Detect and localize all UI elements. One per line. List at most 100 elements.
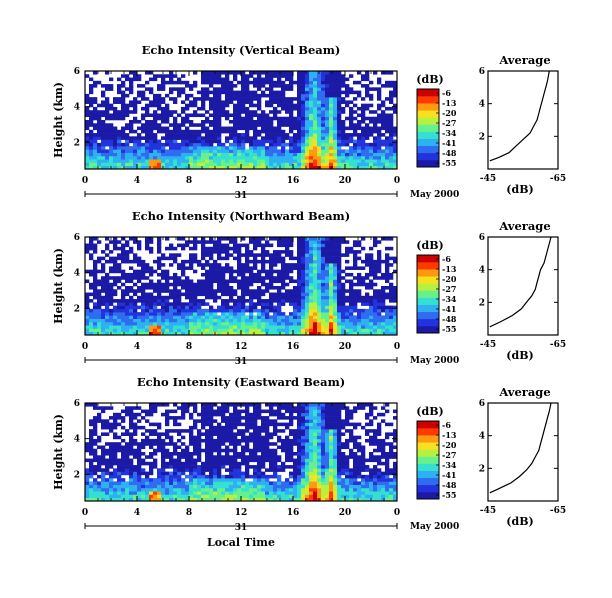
heatmap-cell	[209, 429, 214, 433]
heatmap-cell	[257, 494, 262, 499]
heatmap-cell	[265, 276, 270, 280]
heatmap-cell	[369, 325, 374, 329]
heatmap-cell	[161, 484, 166, 489]
heatmap-cell	[137, 295, 142, 300]
heatmap-cell	[193, 142, 198, 147]
heatmap-cell	[89, 438, 94, 443]
heatmap-cell	[385, 152, 390, 157]
heatmap-cell	[305, 84, 310, 88]
heatmap-cell	[237, 155, 242, 160]
heatmap-cell	[193, 146, 198, 150]
heatmap-cell	[325, 266, 330, 270]
heatmap-cell	[285, 74, 290, 78]
heatmap-cell	[353, 146, 358, 150]
heatmap-cell	[269, 103, 274, 108]
heatmap-cell	[373, 120, 378, 124]
heatmap-cell	[341, 152, 346, 157]
heatmap-cell	[289, 328, 294, 333]
heatmap-cell	[365, 328, 370, 333]
heatmap-cell	[261, 282, 266, 287]
heatmap-cell	[217, 97, 222, 101]
heatmap-cell	[349, 279, 354, 284]
heatmap-cell	[213, 120, 218, 124]
heatmap-cell	[281, 299, 286, 303]
heatmap-cell	[165, 432, 170, 436]
heatmap-cell	[237, 162, 242, 167]
heatmap-cell	[177, 123, 182, 127]
heatmap-cell	[109, 116, 114, 121]
heatmap-cell	[221, 425, 226, 430]
heatmap-cell	[185, 129, 190, 134]
heatmap-cell	[89, 237, 94, 241]
heatmap-cell	[249, 149, 254, 153]
heatmap-cell	[109, 406, 114, 410]
heatmap-cell	[345, 246, 350, 251]
heatmap-cell	[137, 100, 142, 104]
heatmap-cell	[313, 279, 318, 284]
heatmap-cell	[185, 97, 190, 101]
heatmap-cell	[221, 491, 226, 495]
heatmap-cell	[317, 315, 322, 319]
heatmap-cell	[145, 308, 150, 313]
heatmap-cell	[329, 325, 334, 329]
heatmap-cell	[265, 487, 270, 492]
heatmap-cell	[121, 487, 126, 492]
heatmap-cell	[245, 468, 250, 472]
heatmap-cell	[125, 123, 130, 127]
heatmap-cell	[133, 162, 138, 167]
heatmap-cell	[169, 416, 174, 420]
heatmap-cell	[93, 106, 98, 111]
heatmap-cell	[89, 442, 94, 446]
heatmap-cell	[173, 468, 178, 472]
heatmap-cell	[85, 246, 90, 251]
heatmap-cell	[381, 159, 386, 163]
heatmap-cell	[253, 429, 258, 433]
heatmap-cell	[89, 491, 94, 495]
heatmap-cell	[149, 328, 154, 333]
heatmap-cell	[233, 152, 238, 157]
heatmap-cell	[185, 93, 190, 98]
heatmap-cell	[97, 419, 102, 423]
heatmap-cell	[249, 155, 254, 160]
heatmap-cell	[297, 250, 302, 254]
heatmap-cell	[313, 113, 318, 118]
heatmap-cell	[85, 442, 90, 446]
heatmap-cell	[145, 129, 150, 134]
heatmap-cell	[277, 126, 282, 131]
heatmap-cell	[337, 282, 342, 287]
heatmap-cell	[237, 325, 242, 329]
heatmap-cell	[269, 328, 274, 333]
heatmap-cell	[165, 452, 170, 456]
heatmap-cell	[101, 256, 106, 261]
heatmap-cell	[373, 259, 378, 264]
heatmap-cell	[101, 458, 106, 463]
heatmap-cell	[365, 77, 370, 82]
heatmap-cell	[149, 100, 154, 104]
heatmap-cell	[173, 302, 178, 306]
heatmap-cell	[177, 152, 182, 157]
heatmap-cell	[197, 146, 202, 150]
heatmap-cell	[157, 491, 162, 495]
heatmap-cell	[161, 97, 166, 101]
heatmap-cell	[229, 478, 234, 482]
heatmap-cell	[141, 308, 146, 313]
heatmap-cell	[105, 295, 110, 300]
heatmap-cell	[257, 416, 262, 420]
heatmap-cell	[217, 465, 222, 469]
heatmap-cell	[221, 165, 226, 170]
heatmap-cell	[353, 116, 358, 121]
heatmap-cell	[361, 129, 366, 134]
heatmap-cell	[377, 305, 382, 310]
heatmap-cell	[141, 312, 146, 316]
heatmap-cell	[113, 484, 118, 489]
heatmap-cell	[117, 302, 122, 306]
heatmap-cell	[301, 292, 306, 297]
heatmap-cell	[385, 246, 390, 251]
heatmap-cell	[185, 106, 190, 111]
heatmap-cell	[317, 243, 322, 248]
heatmap-cell	[153, 448, 158, 453]
heatmap-cell	[337, 302, 342, 306]
heatmap-cell	[97, 159, 102, 163]
heatmap-cell	[349, 272, 354, 277]
heatmap-cell	[129, 286, 134, 290]
